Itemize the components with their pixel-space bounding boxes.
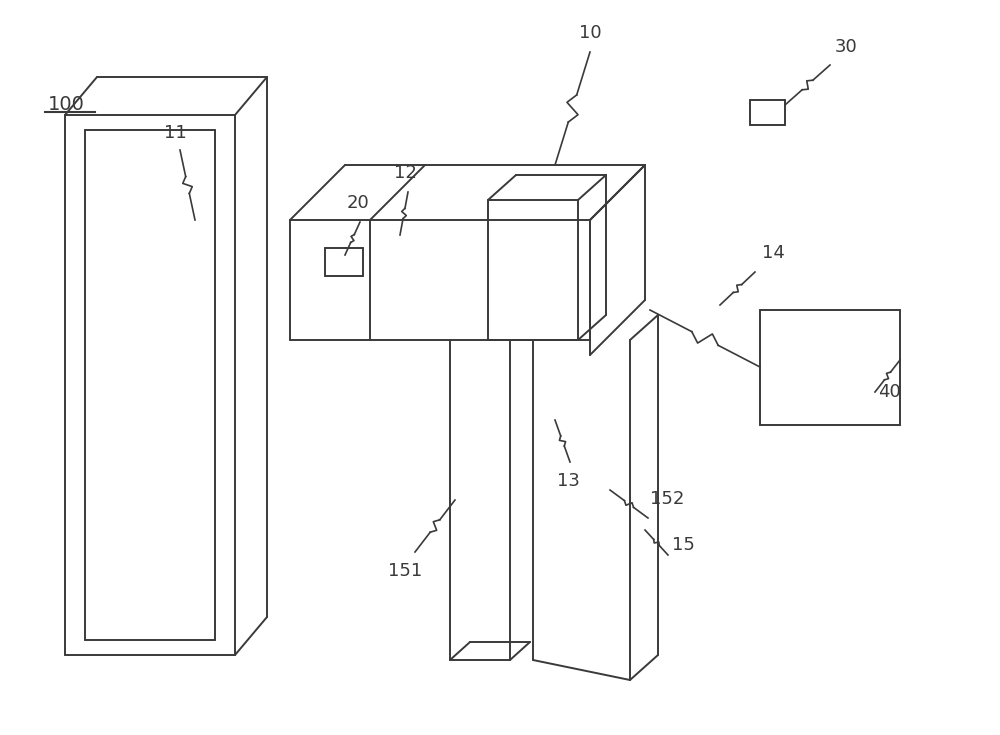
Text: 12: 12 [394, 164, 416, 182]
Text: 14: 14 [762, 244, 785, 262]
Text: 13: 13 [557, 472, 579, 490]
Text: 20: 20 [347, 194, 369, 212]
Text: 100: 100 [48, 95, 85, 114]
Text: 10: 10 [579, 24, 601, 42]
Text: 40: 40 [878, 383, 901, 401]
Text: 15: 15 [672, 536, 695, 554]
Text: 11: 11 [164, 124, 186, 142]
Text: 30: 30 [835, 38, 858, 56]
Text: 151: 151 [388, 562, 422, 580]
Text: 152: 152 [650, 490, 684, 508]
